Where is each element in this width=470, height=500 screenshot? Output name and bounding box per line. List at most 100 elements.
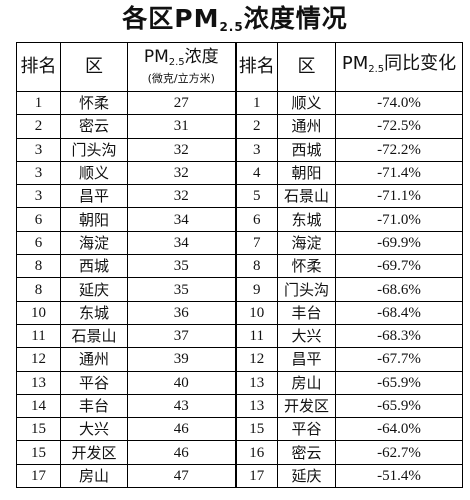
right-rank-cell: 5 (234, 184, 278, 209)
right-district-cell: 丰台 (277, 300, 336, 325)
header-district-right: 区 (277, 42, 336, 92)
concentration-cell: 32 (127, 160, 236, 186)
right-district-cell: 石景山 (277, 184, 336, 209)
table-row: 3 昌平 32 5 石景山 -71.1% (16, 184, 463, 209)
concentration-cell: 43 (127, 393, 236, 419)
right-district-cell: 房山 (277, 370, 336, 395)
left-rank-cell: 10 (16, 300, 61, 325)
left-rank-cell: 3 (16, 160, 61, 186)
left-district-cell: 门头沟 (60, 137, 128, 162)
right-rank-cell: 12 (234, 347, 278, 372)
right-district-cell: 怀柔 (277, 254, 336, 279)
left-district-cell: 昌平 (60, 184, 128, 209)
left-district-cell: 西城 (60, 254, 128, 279)
table-row: 17 房山 47 17 延庆 -51.4% (16, 463, 463, 489)
left-rank-cell: 14 (16, 393, 61, 419)
left-district-cell: 房山 (60, 463, 128, 489)
table-row: 14 丰台 43 13 开发区 -65.9% (16, 393, 463, 419)
header-conc-tail: 浓度 (184, 47, 219, 67)
right-district-cell: 密云 (277, 440, 336, 465)
right-district-cell: 通州 (277, 114, 336, 139)
page-title: 各区PM2.5浓度情况 (0, 4, 470, 42)
table-row: 6 朝阳 34 6 东城 -71.0% (16, 207, 463, 232)
table-row: 15 开发区 46 16 密云 -62.7% (16, 440, 463, 465)
concentration-cell: 32 (127, 184, 236, 209)
header-change-main: PM (341, 53, 369, 74)
left-rank-cell: 1 (16, 90, 61, 116)
left-rank-cell: 15 (16, 417, 61, 442)
change-cell: -69.7% (335, 254, 463, 279)
table-row: 3 门头沟 32 3 西城 -72.2% (16, 137, 463, 162)
left-district-cell: 平谷 (60, 370, 128, 395)
header-change-tail: 同比变化 (384, 53, 457, 74)
left-rank-cell: 12 (16, 347, 61, 372)
header-concentration: PM2.5浓度 (微克/立方米) (127, 42, 236, 92)
header-change-sub: 2.5 (368, 64, 385, 75)
change-cell: -51.4% (335, 463, 463, 489)
right-district-cell: 海淀 (277, 230, 336, 256)
header-conc-main: PM (143, 47, 169, 67)
left-rank-cell: 3 (16, 184, 61, 209)
right-rank-cell: 10 (234, 300, 278, 325)
left-rank-cell: 15 (16, 440, 61, 465)
left-district-cell: 东城 (60, 300, 128, 325)
left-district-cell: 怀柔 (60, 90, 128, 116)
right-district-cell: 门头沟 (277, 277, 336, 302)
right-rank-cell: 2 (234, 114, 278, 139)
right-rank-cell: 11 (234, 323, 278, 349)
concentration-cell: 47 (127, 463, 236, 489)
header-district-left: 区 (60, 42, 128, 92)
right-district-cell: 西城 (277, 137, 336, 162)
change-cell: -74.0% (335, 90, 463, 116)
concentration-cell: 27 (127, 90, 236, 116)
header-row: 排名 区 PM2.5浓度 (微克/立方米) 排名 区 PM2.5同比变化 (16, 42, 463, 92)
right-district-cell: 东城 (277, 207, 336, 232)
change-cell: -68.3% (335, 323, 463, 349)
concentration-cell: 40 (127, 370, 236, 395)
left-rank-cell: 17 (16, 463, 61, 489)
concentration-cell: 32 (127, 137, 236, 162)
right-district-cell: 朝阳 (277, 160, 336, 186)
table-row: 10 东城 36 10 丰台 -68.4% (16, 300, 463, 325)
concentration-cell: 31 (127, 114, 236, 139)
left-rank-cell: 8 (16, 277, 61, 302)
table-row: 2 密云 31 2 通州 -72.5% (16, 114, 463, 139)
header-conc-sub: 2.5 (168, 57, 185, 68)
right-rank-cell: 13 (234, 393, 278, 419)
left-rank-cell: 6 (16, 230, 61, 256)
right-rank-cell: 13 (234, 370, 278, 395)
right-rank-cell: 16 (234, 440, 278, 465)
change-cell: -64.0% (335, 417, 463, 442)
table-row: 8 西城 35 8 怀柔 -69.7% (16, 254, 463, 279)
title-tail: 浓度情况 (243, 4, 348, 33)
right-rank-cell: 9 (234, 277, 278, 302)
change-cell: -68.4% (335, 300, 463, 325)
concentration-cell: 46 (127, 440, 236, 465)
left-rank-cell: 6 (16, 207, 61, 232)
right-district-cell: 开发区 (277, 393, 336, 419)
table-row: 3 顺义 32 4 朝阳 -71.4% (16, 160, 463, 186)
change-cell: -65.9% (335, 370, 463, 395)
header-change: PM2.5同比变化 (335, 42, 463, 92)
change-cell: -67.7% (335, 347, 463, 372)
pm25-table: 排名 区 PM2.5浓度 (微克/立方米) 排名 区 PM2.5同比变化 1 怀… (16, 42, 463, 489)
right-district-cell: 顺义 (277, 90, 336, 116)
left-district-cell: 海淀 (60, 230, 128, 256)
concentration-cell: 39 (127, 347, 236, 372)
left-rank-cell: 13 (16, 370, 61, 395)
right-district-cell: 昌平 (277, 347, 336, 372)
header-rank-left: 排名 (16, 42, 61, 92)
right-rank-cell: 4 (234, 160, 278, 186)
change-cell: -72.2% (335, 137, 463, 162)
right-rank-cell: 3 (234, 137, 278, 162)
left-district-cell: 石景山 (60, 323, 128, 349)
right-rank-cell: 17 (234, 463, 278, 489)
table-row: 11 石景山 37 11 大兴 -68.3% (16, 323, 463, 349)
concentration-cell: 34 (127, 230, 236, 256)
change-cell: -68.6% (335, 277, 463, 302)
left-district-cell: 顺义 (60, 160, 128, 186)
concentration-cell: 34 (127, 207, 236, 232)
right-rank-cell: 1 (234, 90, 278, 116)
left-rank-cell: 2 (16, 114, 61, 139)
change-cell: -65.9% (335, 393, 463, 419)
